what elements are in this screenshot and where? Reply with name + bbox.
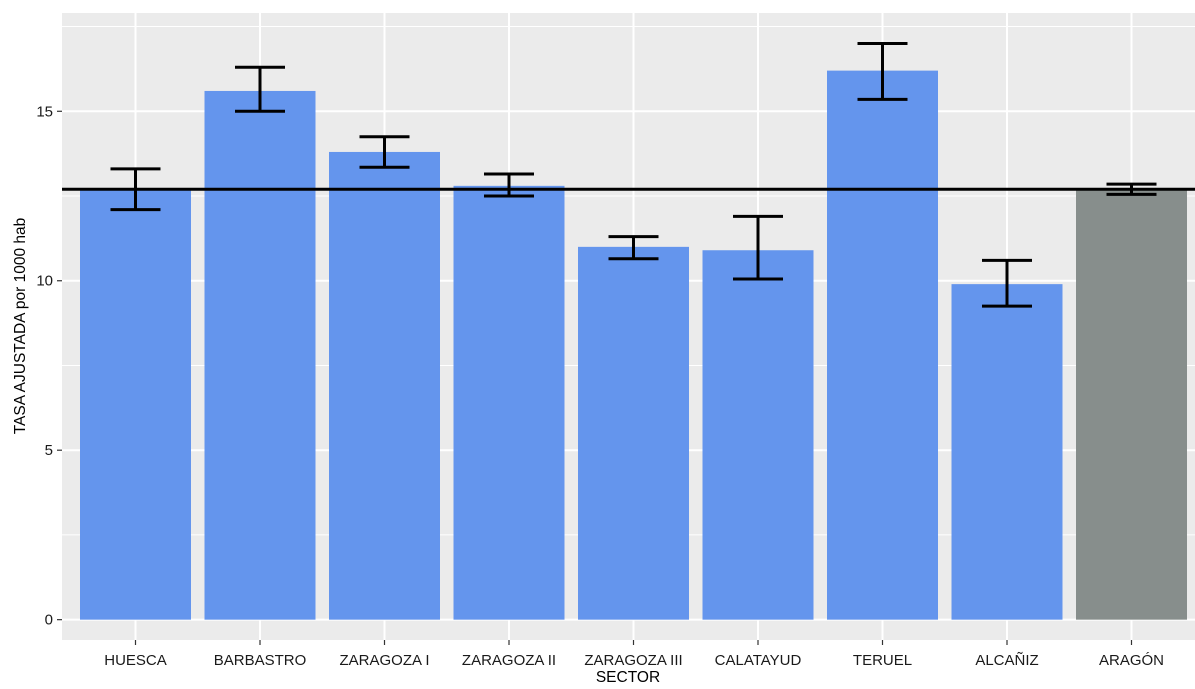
bar-1 [204,90,316,620]
bar-4 [578,246,689,620]
bar-2 [329,151,440,620]
x-axis-ticks: HUESCA BARBASTRO ZARAGOZA I ZARAGOZA II ZARA… [104,640,1164,669]
x-tick-label: ZARAGOZA III [584,652,682,669]
bar-8 [1076,189,1187,620]
x-tick-label: TERUEL [853,652,912,669]
x-tick-label: BARBASTRO [214,652,307,669]
y-axis-ticks: 0 5 10 15 [36,103,62,629]
bar-0 [80,189,191,620]
y-axis-title: TASA AJUSTADA por 1000 hab [12,218,29,435]
bar-7 [951,284,1063,620]
x-tick-label: ZARAGOZA I [339,652,429,669]
x-axis-title: SECTOR [596,669,660,686]
bars [80,70,1187,620]
bar-6 [827,70,938,620]
bar-5 [702,250,814,620]
y-tick-label: 0 [45,612,53,629]
x-tick-label: ZARAGOZA II [462,652,556,669]
x-tick-label: CALATAYUD [715,652,802,669]
x-tick-label: ARAGÓN [1099,652,1164,669]
error-bars [110,42,1157,308]
y-tick-label: 15 [36,103,53,120]
y-tick-label: 5 [45,442,53,459]
x-tick-label: HUESCA [104,652,167,669]
y-tick-label: 10 [36,273,53,290]
x-tick-label: ALCAÑIZ [975,652,1038,669]
bar-3 [453,185,565,620]
